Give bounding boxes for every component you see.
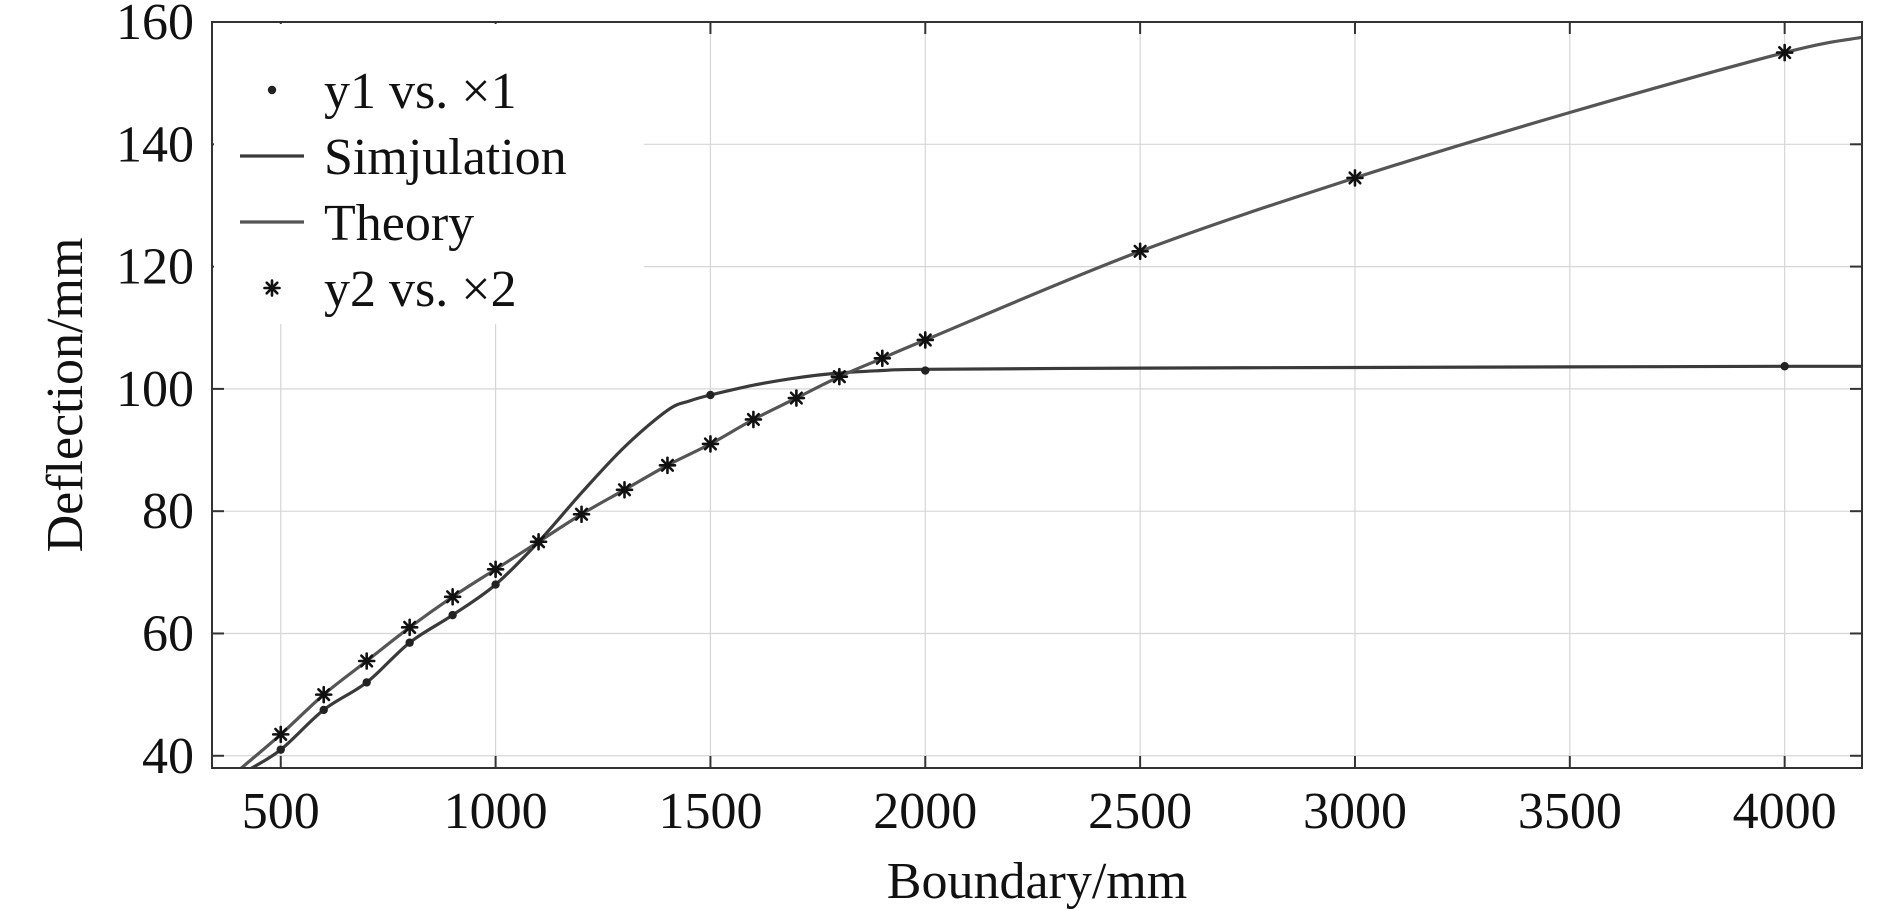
- y2-data-point: [830, 367, 849, 386]
- y2-data-point: [1346, 169, 1364, 187]
- y1-data-point: [319, 705, 328, 715]
- y2-data-point: [658, 456, 677, 475]
- x-tick-label: 500: [242, 783, 320, 840]
- y-tick-label: 60: [142, 605, 194, 662]
- y-tick-label: 120: [116, 239, 194, 296]
- legend-dot-icon: [267, 85, 277, 95]
- y1-data-point: [362, 678, 371, 687]
- x-axis-label: Boundary/mm: [887, 853, 1187, 909]
- y2-data-point: [572, 505, 591, 524]
- x-tick-label: 4000: [1733, 783, 1837, 840]
- x-tick-label: 2000: [873, 783, 977, 840]
- x-tick-label: 1500: [658, 783, 762, 840]
- y2-data-point: [314, 685, 333, 704]
- y2-data-point: [271, 725, 290, 744]
- y1-data-point: [405, 638, 414, 647]
- y-axis-label: Deflection/mm: [37, 238, 94, 553]
- x-tick-label: 3000: [1303, 783, 1407, 840]
- y2-data-point: [400, 618, 419, 637]
- legend-star-icon: [263, 279, 281, 297]
- y2-data-point: [701, 435, 720, 453]
- y2-data-point: [873, 349, 892, 368]
- y1-data-point: [921, 366, 930, 375]
- y1-data-point: [706, 390, 715, 400]
- y2-data-point: [787, 389, 806, 407]
- y-tick-label: 140: [116, 116, 194, 173]
- y-tick-label: 40: [142, 728, 194, 785]
- y-tick-label: 100: [116, 361, 194, 418]
- y1-data-point: [276, 745, 285, 754]
- y2-data-point: [1131, 242, 1149, 261]
- legend-background: [214, 24, 644, 324]
- legend-label: y2 vs. ×2: [324, 261, 517, 318]
- x-tick-label: 2500: [1088, 783, 1192, 840]
- y-tick-label: 80: [142, 483, 194, 540]
- legend-label: Simjulation: [324, 129, 567, 186]
- plot-frame: [211, 21, 1863, 769]
- legend-label: y1 vs. ×1: [324, 63, 517, 120]
- y2-data-point: [744, 410, 763, 429]
- grid-lines: [212, 21, 1862, 768]
- x-tick-label: 3500: [1518, 783, 1622, 840]
- y2-data-point: [916, 331, 935, 349]
- y2-data-point: [529, 532, 548, 551]
- y1-data-point: [491, 580, 500, 589]
- y2-data-point: [357, 652, 376, 670]
- legend: y1 vs. ×1 Simjulation Theory y2 vs. ×2: [214, 24, 644, 324]
- y2-data-point: [443, 587, 462, 606]
- legend-label: Theory: [324, 195, 474, 252]
- y1-data-point: [448, 610, 457, 620]
- series-line-simulation: [248, 364, 1862, 768]
- axis-ticks: 500 1000 1500 2000 2500 3000 3500 4000 40 60 80 100…: [116, 0, 1862, 840]
- y2-data-point: [615, 480, 634, 499]
- y2-data-point: [1775, 43, 1794, 62]
- y2-data-point: [486, 560, 505, 579]
- y-tick-label: 160: [116, 0, 194, 51]
- y1-data-point: [1780, 362, 1789, 371]
- plot-series: [238, 35, 1862, 768]
- x-tick-label: 1000: [444, 783, 548, 840]
